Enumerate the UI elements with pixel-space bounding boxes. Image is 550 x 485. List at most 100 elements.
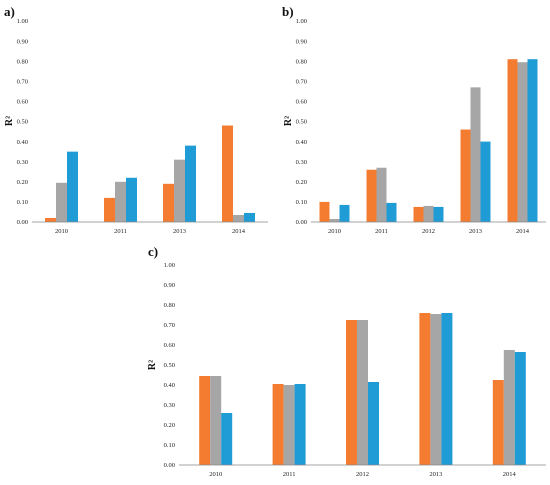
panel-a-bar [185,145,196,222]
panel-c-bar [346,320,357,465]
panel-a-xtick: 2011 [114,228,127,235]
panel-b-bar [527,59,538,222]
panel-b-bar [460,129,471,222]
panel-c-bar [492,380,504,465]
panel-a-yticks: 0.00 0.10 0.20 0.30 0.40 0.50 0.60 0.70 0.80 0.90… [17,18,28,226]
panel-a-bars [45,125,255,222]
panel-b-bar [376,167,387,222]
panel-b-ytick: 0.00 [296,219,307,226]
panel-c-bar [514,352,526,465]
panel-b-ytick: 0.50 [296,119,307,126]
panel-c-ytick: 0.10 [164,442,175,449]
panel-b-ytick: 0.90 [296,38,307,45]
panel-b-xtick: 2012 [422,228,435,235]
panel-a-bar [233,214,244,222]
panel-c-ytick: 0.30 [164,402,175,409]
panel-b-bar [423,205,434,222]
panel-a-xticks: 2010 2011 2013 2014 [55,228,246,235]
panel-c-ytick: 0.50 [164,362,175,369]
panel-a-ytick: 0.10 [17,199,28,206]
panel-c-xtick: 2013 [429,471,442,478]
panel-a-bar [56,182,67,222]
panel-c-xtick: 2012 [356,471,369,478]
panel-c-ytick: 0.80 [164,302,175,309]
panel-a-ylabel: R² [4,116,15,126]
panel-c-bar [441,313,453,465]
panel-b-xtick: 2014 [516,228,530,235]
panel-b-bar [433,206,444,222]
panel-b-bar [329,218,340,222]
panel-a-bar [222,125,233,222]
panel-b-xtick: 2010 [328,228,341,235]
panel-c: c) R² 0.000.100.200.300.400.500.600.700.… [147,244,546,478]
panel-c-ytick: 0.60 [164,342,175,349]
panel-a-ytick: 0.50 [17,119,28,126]
panel-b-bar [480,141,491,222]
panel-a-ytick: 0.00 [17,219,28,226]
panel-c-bar [199,376,211,465]
panel-c-ytick: 0.90 [164,282,175,289]
panel-c-label: c) [148,244,158,259]
panel-b-bar [366,169,377,222]
panel-a-ytick: 1.00 [17,18,28,25]
panel-a-bar [115,181,126,222]
panel-a-xtick: 2013 [173,228,186,235]
panel-b-ylabel: R² [283,116,294,126]
panel-a-ytick: 0.70 [17,79,28,86]
panel-c-ytick: 0.00 [164,462,175,469]
panel-c-bar [430,314,442,465]
panel-c-bar [419,313,431,465]
panel-c-bar [368,382,379,465]
panel-a: a) R² 0.000.100.200.300.400.500.600.700.… [4,4,268,235]
panel-a-bar [244,212,255,222]
panel-b-ytick: 0.60 [296,99,307,106]
panel-b-bar [470,87,481,222]
panel-c-bar [272,384,284,465]
panel-b-bars [319,59,538,222]
panel-a-ytick: 0.20 [17,179,28,186]
panel-b-bar [386,202,397,222]
panel-a-ytick: 0.60 [17,99,28,106]
panel-c-xtick: 2011 [283,471,296,478]
panel-b-xticks: 2010 2011 2012 2013 2014 [328,228,530,235]
panel-a-ytick: 0.80 [17,58,28,65]
panel-b-label: b) [282,4,294,19]
panel-a-bar [126,177,137,222]
panel-a-xtick: 2010 [55,228,68,235]
panel-a-ytick: 0.90 [17,38,28,45]
panel-c-bar [503,350,515,465]
panel-b-ytick: 0.70 [296,79,307,86]
panel-c-bar [221,413,233,465]
panel-b-bar [507,59,518,222]
panel-b-bar [319,201,330,222]
panel-b-ytick: 0.80 [296,58,307,65]
panel-a-xtick: 2014 [232,228,246,235]
panel-c-xtick: 2014 [503,471,517,478]
panel-c-ytick: 0.70 [164,322,175,329]
panel-b-xtick: 2013 [469,228,482,235]
panel-c-xticks: 2010 2011 2012 2013 2014 [209,471,516,478]
panel-c-yticks: 0.00 0.10 0.20 0.30 0.40 0.50 0.60 0.70 0.80 0.90… [164,262,175,469]
panel-b-ytick: 0.40 [296,139,307,146]
panel-b-bar [339,204,350,222]
panel-a-bar [174,159,185,222]
panel-b-ytick: 0.30 [296,159,307,166]
panel-b-ytick: 0.20 [296,179,307,186]
panel-c-bars [199,313,526,465]
panel-b-ytick: 1.00 [296,18,307,25]
panel-c-bar [283,385,295,465]
panel-b-bar [517,62,528,222]
panel-c-bar [294,384,306,465]
panel-a-label: a) [4,4,15,19]
panel-b-ytick: 0.10 [296,199,307,206]
panel-a-ytick: 0.30 [17,159,28,166]
panel-a-bar [163,183,174,222]
panel-a-bar [67,151,78,222]
panel-b-yticks: 0.00 0.10 0.20 0.30 0.40 0.50 0.60 0.70 0.80 0.90… [296,18,307,226]
panel-c-ylabel: R² [147,360,158,370]
panel-a-ytick: 0.40 [17,139,28,146]
panel-b-xtick: 2011 [375,228,388,235]
panel-c-ytick: 0.20 [164,422,175,429]
panel-c-bar [210,376,222,465]
